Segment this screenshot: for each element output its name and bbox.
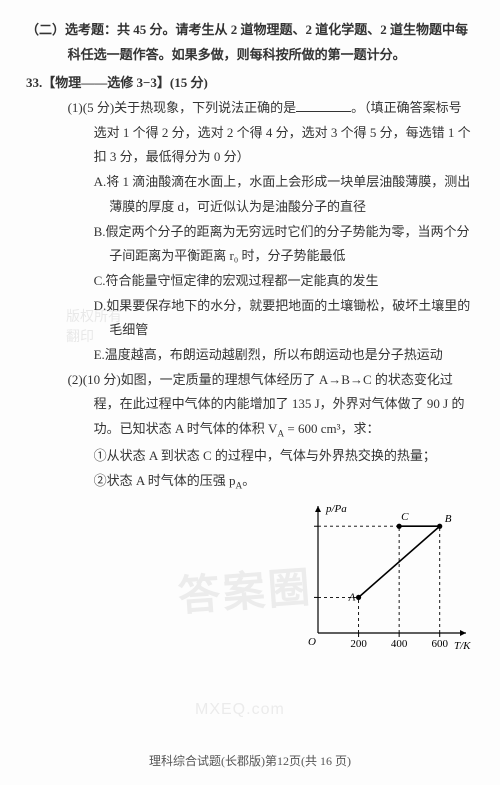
q33-p1-lead: (1)(5 分)关于热现象，下列说法正确的是 [68, 100, 297, 115]
q33-heading: 33.【物理——选修 3−3】(15 分) [26, 71, 474, 96]
q33-p2-c2: ②状态 A 时气体的压强 p [94, 473, 236, 488]
q33-opt-E[interactable]: E.温度越高，布朗运动越剧烈，所以布朗运动也是分子热运动 [26, 343, 474, 368]
q33-opt-C[interactable]: C.符合能量守恒定律的宏观过程都一定能真的发生 [26, 269, 474, 294]
svg-text:C: C [401, 512, 409, 524]
q33-p1: (1)(5 分)关于热现象，下列说法正确的是。（填正确答案标号选对 1 个得 2… [26, 96, 474, 170]
svg-text:200: 200 [350, 638, 367, 650]
q33-opt-D[interactable]: D.如果要保存地下的水分，就要把地面的土壤锄松，破坏土壤里的毛细管 [26, 294, 474, 343]
svg-text:600: 600 [431, 638, 448, 650]
chart-container: O T/K p/Pa 200 400 600 A C B [26, 502, 474, 657]
svg-text:B: B [445, 514, 452, 526]
svg-text:p/Pa: p/Pa [325, 503, 347, 515]
svg-text:400: 400 [391, 638, 408, 650]
q33-opt-B[interactable]: B.假定两个分子的距离为无穷远时它们的分子势能为零，当两个分子间距离为平衡距离 … [26, 220, 474, 269]
svg-text:T/K: T/K [454, 640, 471, 652]
q33-p2-c1: ①从状态 A 到状态 C 的过程中，气体与外界热交换的热量； [26, 444, 474, 469]
svg-text:O: O [308, 636, 316, 648]
page-footer: 理科综合试题(长郡版)第12页(共 16 页) [0, 750, 500, 773]
p-t-chart: O T/K p/Pa 200 400 600 A C B [284, 502, 474, 657]
q33-opt-A[interactable]: A.将 1 滴油酸滴在水面上，水面上会形成一块单层油酸薄膜，测出薄膜的厚度 d，… [26, 170, 474, 219]
q33-p2-c2wrap: ②状态 A 时气体的压强 pA。 [26, 469, 474, 496]
answer-blank[interactable] [296, 100, 351, 112]
q33-p2: (2)(10 分)如图，一定质量的理想气体经历了 A→B→C 的状态变化过程，在… [26, 368, 474, 445]
section2-title: （二）选考题：共 45 分。请考生从 2 道物理题、2 道化学题、2 道生物题中… [26, 18, 474, 67]
svg-text:A: A [348, 592, 356, 604]
q33-p2-eq: = 600 cm³，求： [284, 421, 379, 436]
watermark-url: MXEQ.com [195, 695, 285, 725]
q33-p2-c2tail: 。 [242, 473, 255, 488]
q33-p2-lead: (2)(10 分)如图，一定质量的理想气体经历了 A→B→C 的状态变化过程，在… [68, 372, 465, 436]
